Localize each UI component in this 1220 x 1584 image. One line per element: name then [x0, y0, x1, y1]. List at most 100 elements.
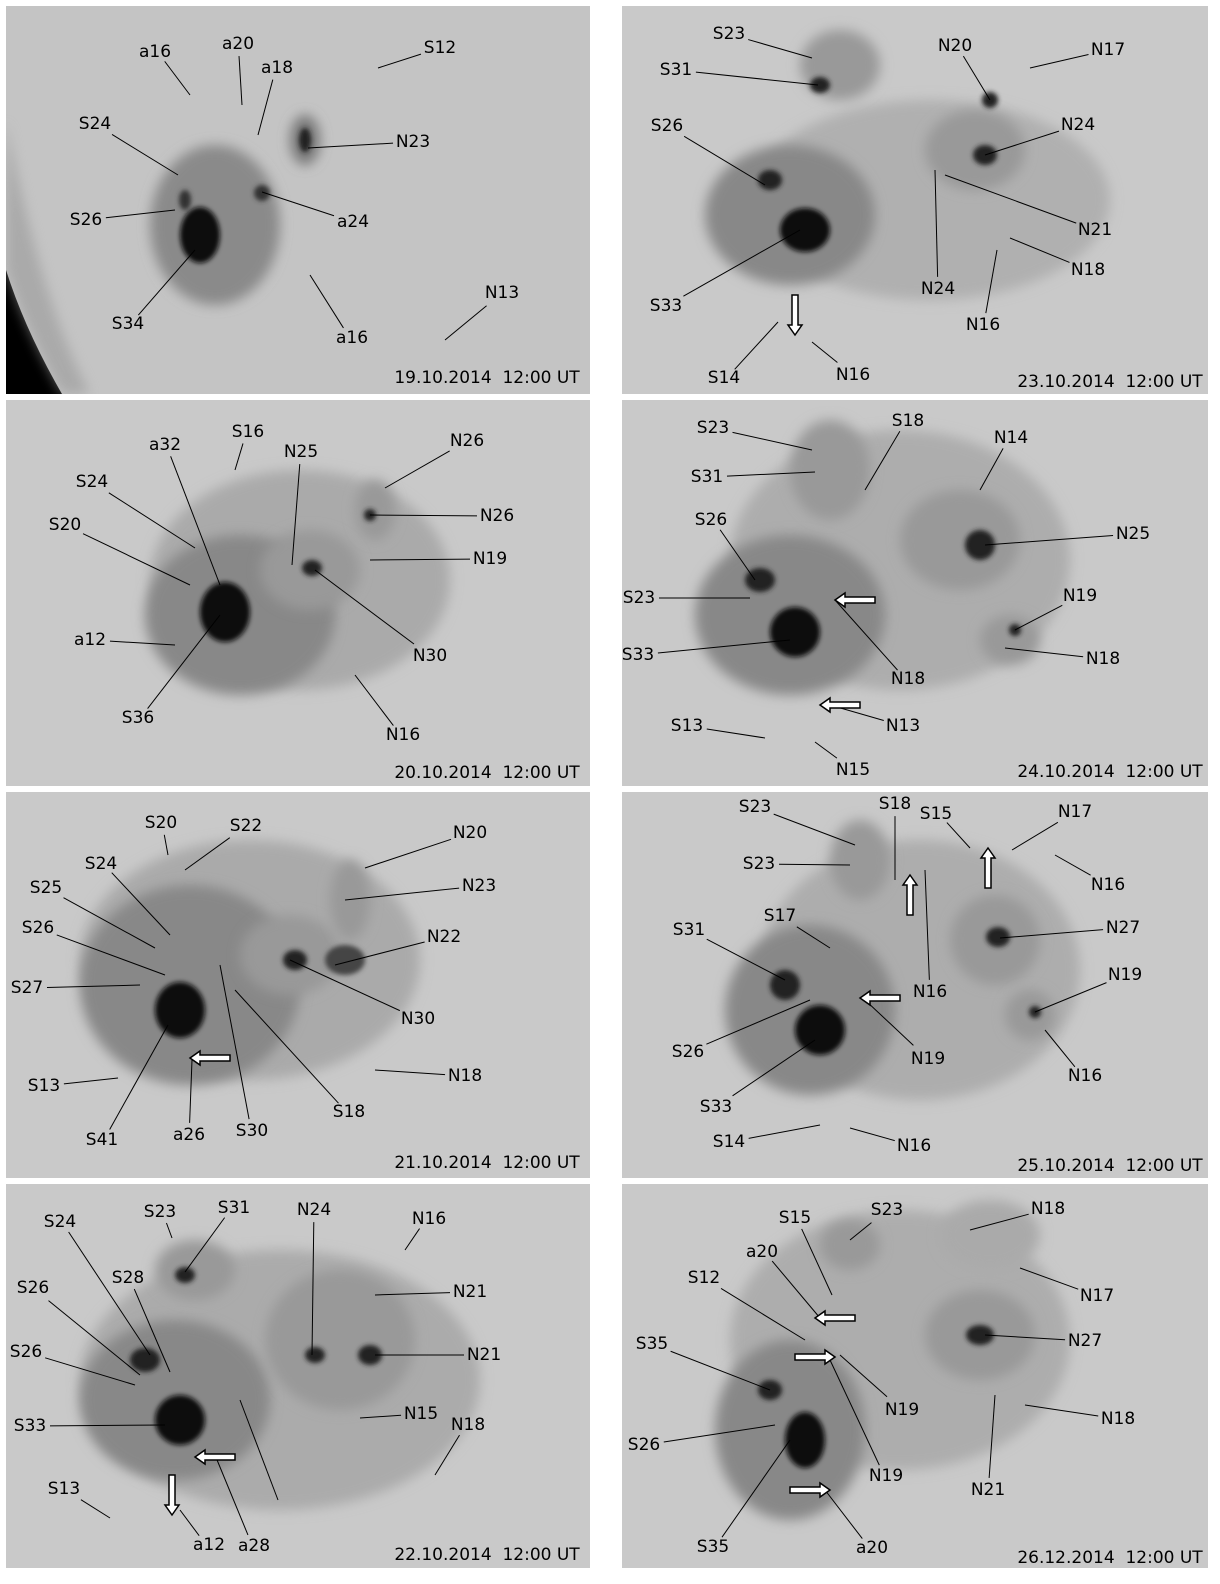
umbra	[283, 950, 307, 970]
spot-label: N17	[1091, 40, 1125, 60]
penumbra	[790, 420, 870, 520]
spot-label: N19	[885, 1400, 919, 1420]
spot-label: S25	[30, 878, 62, 898]
spot-label: S14	[708, 368, 740, 388]
penumbra	[940, 1200, 1040, 1270]
penumbra	[330, 860, 370, 940]
umbra	[155, 1395, 205, 1445]
image-panel: S20S22N20S24N23S25S26N22S27N30S13N18S41a…	[6, 792, 590, 1178]
spot-label: S30	[236, 1121, 268, 1141]
umbra	[758, 170, 782, 190]
spot-label: N22	[427, 927, 461, 947]
spot-label: S26	[10, 1342, 42, 1362]
spot-label: S35	[697, 1537, 729, 1557]
spot-label: N24	[297, 1200, 331, 1220]
umbra	[305, 1347, 325, 1363]
spot-label: N16	[412, 1209, 446, 1229]
umbra	[780, 208, 830, 252]
spot-label: N16	[836, 365, 870, 385]
spot-label: N21	[453, 1282, 487, 1302]
spot-label: N23	[462, 876, 496, 896]
spot-label: a32	[149, 435, 181, 455]
date-caption: 25.10.2014 12:00 UT	[1017, 1156, 1203, 1176]
date-caption: 22.10.2014 12:00 UT	[394, 1545, 580, 1565]
spot-label: S24	[44, 1212, 76, 1232]
spot-label: a16	[336, 328, 368, 348]
spot-label: S24	[79, 114, 111, 134]
spot-label: N15	[836, 760, 870, 780]
spot-label: N30	[401, 1009, 435, 1029]
spot-label: a20	[222, 34, 254, 54]
spot-label: N27	[1068, 1331, 1102, 1351]
spot-label: N19	[869, 1466, 903, 1486]
spot-label: S24	[85, 854, 117, 874]
umbra	[155, 982, 205, 1038]
spot-label: N18	[1031, 1199, 1065, 1219]
penumbra	[830, 820, 890, 900]
umbra	[254, 185, 270, 201]
penumbra	[980, 615, 1040, 665]
spot-label: S18	[892, 411, 924, 431]
spot-label: N16	[966, 315, 1000, 335]
spot-label: N21	[1078, 220, 1112, 240]
spot-label: S33	[650, 296, 682, 316]
spot-label: S16	[232, 422, 264, 442]
spot-label: N20	[453, 823, 487, 843]
penumbra	[155, 1240, 235, 1300]
spot-label: S15	[920, 804, 952, 824]
spot-label: a24	[337, 212, 369, 232]
spot-label: N13	[886, 716, 920, 736]
spot-label: S20	[145, 813, 177, 833]
spot-label: N19	[1108, 965, 1142, 985]
spot-label: S41	[86, 1130, 118, 1150]
spot-label: N30	[413, 646, 447, 666]
spot-label: N20	[938, 36, 972, 56]
spot-label: N16	[913, 982, 947, 1002]
penumbra	[355, 480, 395, 540]
spot-label: N18	[1086, 649, 1120, 669]
spot-label: S23	[623, 588, 655, 608]
umbra	[325, 945, 365, 975]
umbra	[795, 1005, 845, 1055]
spot-label: S20	[49, 515, 81, 535]
spot-label: S24	[76, 472, 108, 492]
spot-label: S34	[112, 314, 144, 334]
spot-label: a16	[139, 42, 171, 62]
spot-label: S23	[697, 418, 729, 438]
spot-label: N16	[897, 1136, 931, 1156]
spot-label: S31	[660, 60, 692, 80]
spot-label: N26	[450, 431, 484, 451]
spot-label: S14	[713, 1132, 745, 1152]
spot-label: S12	[424, 38, 456, 58]
spot-label: a18	[261, 58, 293, 78]
spot-label: N24	[1061, 115, 1095, 135]
date-caption: 21.10.2014 12:00 UT	[394, 1153, 580, 1173]
spot-label: a20	[856, 1538, 888, 1558]
spot-label: N26	[480, 506, 514, 526]
spot-label: S18	[333, 1102, 365, 1122]
spot-label: N15	[404, 1404, 438, 1424]
date-caption: 26.12.2014 12:00 UT	[1017, 1548, 1203, 1568]
spot-label: S31	[673, 920, 705, 940]
date-caption: 20.10.2014 12:00 UT	[394, 763, 580, 783]
umbra	[130, 1348, 160, 1372]
spot-label: N16	[1068, 1066, 1102, 1086]
spot-label: N18	[451, 1415, 485, 1435]
spot-label: S33	[700, 1097, 732, 1117]
spot-label: N18	[1101, 1409, 1135, 1429]
umbra	[200, 582, 250, 642]
spot-label: S26	[672, 1042, 704, 1062]
spot-label: N18	[448, 1066, 482, 1086]
umbra	[179, 190, 191, 210]
spot-label: N21	[971, 1480, 1005, 1500]
spot-label: S13	[48, 1479, 80, 1499]
spot-label: S31	[691, 467, 723, 487]
spot-label: S26	[22, 918, 54, 938]
spot-label: S18	[879, 794, 911, 814]
spot-label: S13	[28, 1076, 60, 1096]
image-panel: S23S18N14S31S26N25S23N19S33N18N18N13S13N…	[622, 400, 1208, 786]
spot-label: S26	[651, 116, 683, 136]
